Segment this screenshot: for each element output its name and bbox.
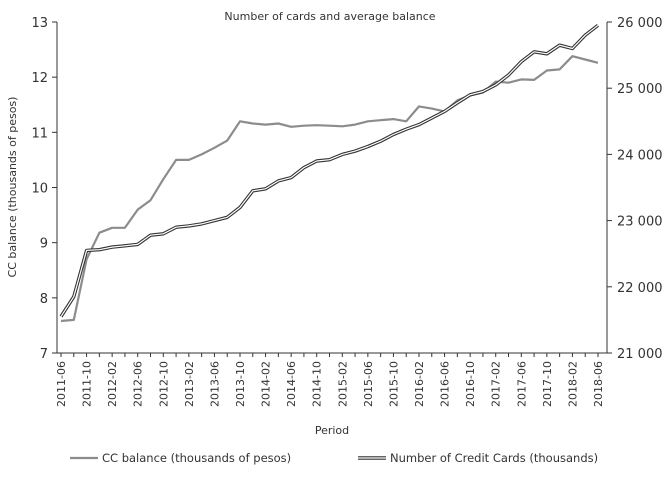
- left-y-tick-label: 12: [31, 71, 48, 86]
- x-tick-label: 2014-02: [260, 361, 273, 407]
- right-y-tick-label: 22 000: [617, 281, 663, 296]
- series-line-cards-inner: [60, 24, 599, 317]
- left-y-tick-label: 7: [40, 347, 48, 362]
- series-line-balance: [60, 55, 599, 323]
- x-tick-label: 2011-10: [81, 361, 94, 407]
- x-tick-label: 2013-02: [183, 361, 196, 407]
- legend-label: CC balance (thousands of pesos): [102, 451, 291, 465]
- x-tick-label: 2017-10: [541, 361, 554, 407]
- x-tick-label: 2013-06: [208, 361, 221, 407]
- series-line-cards-outer: [59, 23, 600, 318]
- left-y-tick-label: 8: [40, 292, 48, 307]
- x-tick-label: 2014-10: [311, 361, 324, 407]
- x-tick-label: 2018-02: [566, 361, 579, 407]
- x-tick-label: 2018-06: [592, 361, 605, 407]
- x-tick-label: 2015-10: [387, 361, 400, 407]
- right-y-axis: 21 000 22 000 23 000 24 000 25 000 26 000: [607, 16, 663, 362]
- x-tick-label: 2011-06: [55, 361, 68, 407]
- x-axis: 2011-06 2011-10 2012-02 2012-06 2012-10 2013-…: [55, 353, 605, 407]
- x-tick-label: 2016-06: [439, 361, 452, 407]
- right-y-tick-label: 23 000: [617, 215, 663, 230]
- x-tick-label: 2015-02: [336, 361, 349, 407]
- legend: CC balance (thousands of pesos) Number of…: [70, 451, 598, 465]
- right-y-tick-label: 24 000: [617, 148, 663, 163]
- chart-title: Number of cards and average balance: [224, 10, 435, 23]
- right-y-tick-label: 25 000: [617, 82, 663, 97]
- legend-label: Number of Credit Cards (thousands): [390, 451, 598, 465]
- right-y-tick-label: 26 000: [617, 16, 663, 31]
- plot-frame: [56, 22, 608, 354]
- x-tick-label: 2016-02: [413, 361, 426, 407]
- x-tick-label: 2013-10: [234, 361, 247, 407]
- x-tick-label: 2016-10: [464, 361, 477, 407]
- x-tick-label: 2012-06: [132, 361, 145, 407]
- y-axis-label: CC balance (thousands of pesos): [6, 97, 19, 278]
- x-tick-label: 2014-06: [285, 361, 298, 407]
- x-tick-label: 2017-06: [515, 361, 528, 407]
- series-layer: [59, 23, 600, 323]
- left-y-tick-label: 10: [31, 182, 48, 197]
- left-y-tick-label: 11: [31, 126, 48, 141]
- x-tick-label: 2015-06: [362, 361, 375, 407]
- left-y-axis: 7 8 9 10 11 12 13: [31, 16, 57, 362]
- x-tick-label: 2012-10: [157, 361, 170, 407]
- left-y-tick-label: 13: [31, 16, 48, 31]
- x-tick-label: 2012-02: [106, 361, 119, 407]
- x-tick-label: 2017-02: [490, 361, 503, 407]
- left-y-tick-label: 9: [40, 237, 48, 252]
- right-y-tick-label: 21 000: [617, 347, 663, 362]
- x-axis-label: Period: [315, 424, 349, 437]
